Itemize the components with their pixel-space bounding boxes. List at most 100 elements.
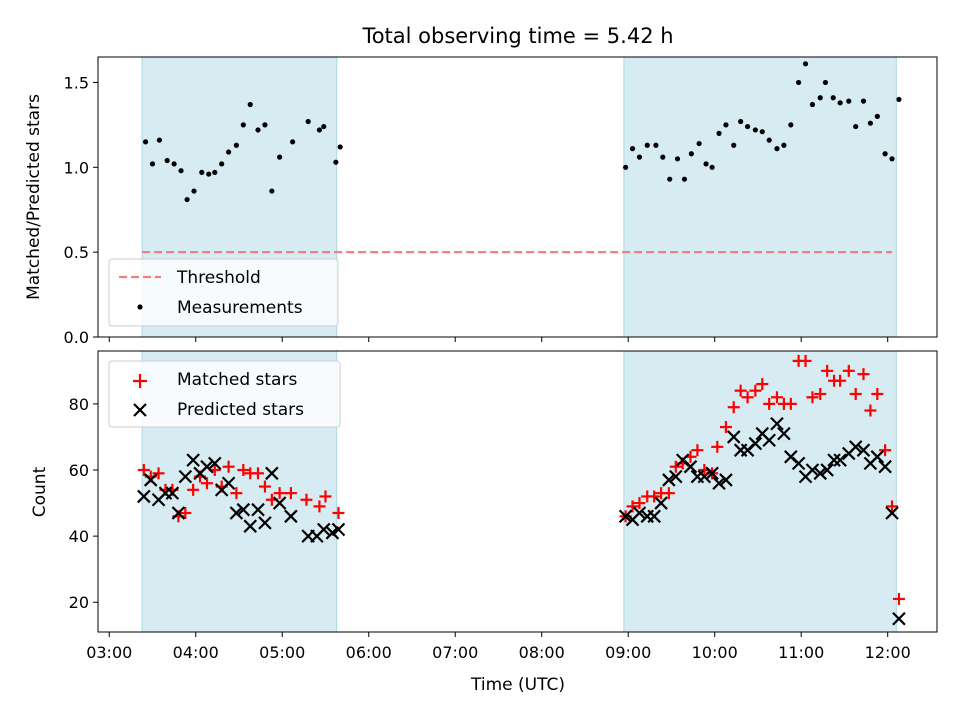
matched-star-point (252, 467, 265, 480)
predicted-star-point (272, 496, 287, 510)
legend-matched-swatch (133, 374, 147, 388)
predicted-star-point (813, 466, 828, 481)
measurement-point (809, 101, 816, 108)
matched-star-point (741, 391, 754, 404)
matched-star-point (842, 364, 855, 377)
measurement-point (206, 171, 212, 177)
predicted-star-point (186, 453, 200, 467)
measurement-point (703, 161, 709, 167)
measurement-point (333, 159, 339, 165)
predicted-star-point (848, 440, 863, 454)
predicted-star-point (705, 466, 719, 481)
measurement-point (723, 122, 729, 128)
matched-star-point (313, 500, 326, 513)
predicted-star-point (221, 476, 236, 491)
measurement-point (337, 144, 343, 150)
matched-star-point (806, 391, 819, 404)
y-tick-label: 1.5 (64, 73, 89, 92)
matched-star-point (669, 460, 682, 473)
matched-star-point (273, 487, 286, 500)
measurement-point (156, 137, 163, 143)
top-legend-box (108, 258, 339, 327)
matched-star-point (633, 497, 646, 510)
legend-predicted-label: Predicted stars (177, 400, 304, 420)
measurement-point (623, 164, 629, 170)
measurement-point (830, 95, 836, 101)
matched-star-point (892, 592, 905, 605)
bottom-legend-box (108, 360, 341, 428)
matched-star-point (879, 444, 892, 457)
measurement-point (744, 123, 751, 130)
predicted-star-point (719, 473, 733, 487)
measurement-point (164, 157, 170, 164)
x-tick-label: 05:00 (259, 643, 305, 662)
y-tick-label: 80 (69, 395, 89, 414)
y-tick-label: 20 (69, 593, 89, 612)
measurement-point (896, 96, 902, 103)
measurement-point (822, 79, 829, 86)
matched-star-point (237, 464, 250, 477)
top-y-axis-label: Matched/Predicted stars (24, 94, 44, 300)
measurement-point (269, 188, 275, 194)
predicted-star-point (805, 463, 820, 477)
matched-star-point (284, 487, 297, 500)
measurement-point (867, 120, 873, 126)
predicted-star-point (654, 496, 668, 510)
x-tick-label: 07:00 (432, 643, 478, 662)
predicted-star-point (683, 459, 698, 474)
measurement-point (226, 149, 232, 155)
measurement-point (889, 156, 895, 162)
predicted-star-point (331, 522, 346, 537)
predicted-star-point (171, 506, 186, 520)
measurement-point (305, 118, 311, 125)
y-tick-label: 1.0 (64, 158, 89, 177)
measurement-point (837, 100, 843, 106)
measurement-point (846, 98, 852, 104)
measurement-point (788, 122, 794, 128)
legend-measurements-swatch (137, 304, 143, 310)
x-tick-label: 12:00 (865, 643, 911, 662)
top-x-ticks (108, 337, 889, 342)
top-panel: 0.0 0.5 1.0 1.5 Matched/Predicted stars Thr… (24, 56, 938, 347)
bottom-legend: Matched stars Predicted stars (108, 360, 341, 428)
matched-star-point (711, 440, 724, 453)
matched-star-point (749, 384, 762, 397)
predicted-star-point (748, 436, 763, 451)
predicted-star-point (284, 509, 298, 524)
matched-star-point (770, 391, 783, 404)
x-tick-label: 04:00 (173, 643, 219, 662)
chart-title: Total observing time = 5.42 h (361, 24, 673, 48)
measurement-point (199, 169, 205, 175)
predicted-star-point (712, 476, 726, 491)
legend-threshold-label: Threshold (176, 268, 261, 288)
measurements-group (142, 61, 902, 203)
predicted-star-point (669, 469, 683, 484)
predicted-star-point (833, 453, 847, 467)
x-tick-label: 09:00 (605, 643, 651, 662)
matched-star-point (756, 378, 769, 391)
predicted-star-point (647, 509, 661, 524)
measurement-point (817, 95, 823, 101)
bottom-y-ticks: 20 40 60 80 (69, 395, 98, 612)
predicted-star-point (878, 459, 892, 474)
predicted-star-point (632, 506, 647, 520)
measurement-point (774, 146, 780, 152)
matched-star-point (691, 444, 704, 457)
matched-star-point (864, 404, 877, 417)
measurement-point (752, 127, 758, 133)
matched-star-point (179, 506, 192, 519)
matched-star-point (258, 480, 271, 493)
predicted-star-point (316, 522, 331, 537)
matched-star-point (332, 506, 345, 519)
measurement-point (212, 169, 218, 175)
measurement-point (321, 123, 327, 130)
matched-star-point (319, 490, 332, 503)
x-tick-label: 08:00 (519, 643, 565, 662)
measurement-point (629, 146, 636, 152)
legend-predicted-swatch (133, 403, 147, 417)
predicted-star-point (697, 469, 712, 484)
predicted-star-point (251, 502, 265, 517)
measurement-point (277, 154, 283, 160)
